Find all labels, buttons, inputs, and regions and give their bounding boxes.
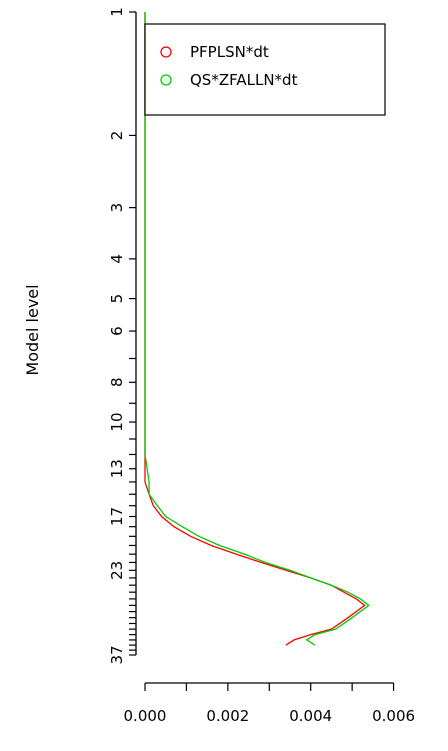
- legend-marker: [160, 74, 172, 86]
- legend: PFPLSN*dt QS*ZFALLN*dt: [144, 23, 386, 116]
- legend-marker: [160, 46, 172, 58]
- x-tick-label: 0.000: [124, 707, 167, 725]
- series-line-1: [144, 12, 366, 646]
- y-tick-label: 10: [108, 412, 126, 431]
- y-tick-label: 2: [108, 131, 126, 141]
- legend-label: PFPLSN*dt: [190, 43, 269, 61]
- y-tick-label: 4: [108, 254, 126, 264]
- series-layer: [144, 12, 370, 646]
- x-tick-label: 0.002: [206, 707, 249, 725]
- y-tick-label: 8: [108, 378, 126, 388]
- y-tick-label: 3: [108, 203, 126, 213]
- y-tick-label: 6: [108, 326, 126, 336]
- y-axis-label: Model level: [23, 284, 42, 375]
- y-tick-label: 1: [108, 7, 126, 17]
- series-line-2: [144, 12, 370, 646]
- x-tick-label: 0.006: [372, 707, 415, 725]
- legend-box: [144, 23, 386, 116]
- y-tick-label: 17: [108, 507, 126, 526]
- x-axis: 0.000 0.002 0.004 0.006: [124, 682, 415, 725]
- y-tick-label: 5: [108, 294, 126, 304]
- legend-label: QS*ZFALLN*dt: [190, 71, 298, 89]
- y-tick-label: 13: [108, 459, 126, 478]
- x-tick-label: 0.004: [289, 707, 332, 725]
- y-tick-label: 23: [108, 561, 126, 580]
- y-tick-label: 37: [108, 645, 126, 664]
